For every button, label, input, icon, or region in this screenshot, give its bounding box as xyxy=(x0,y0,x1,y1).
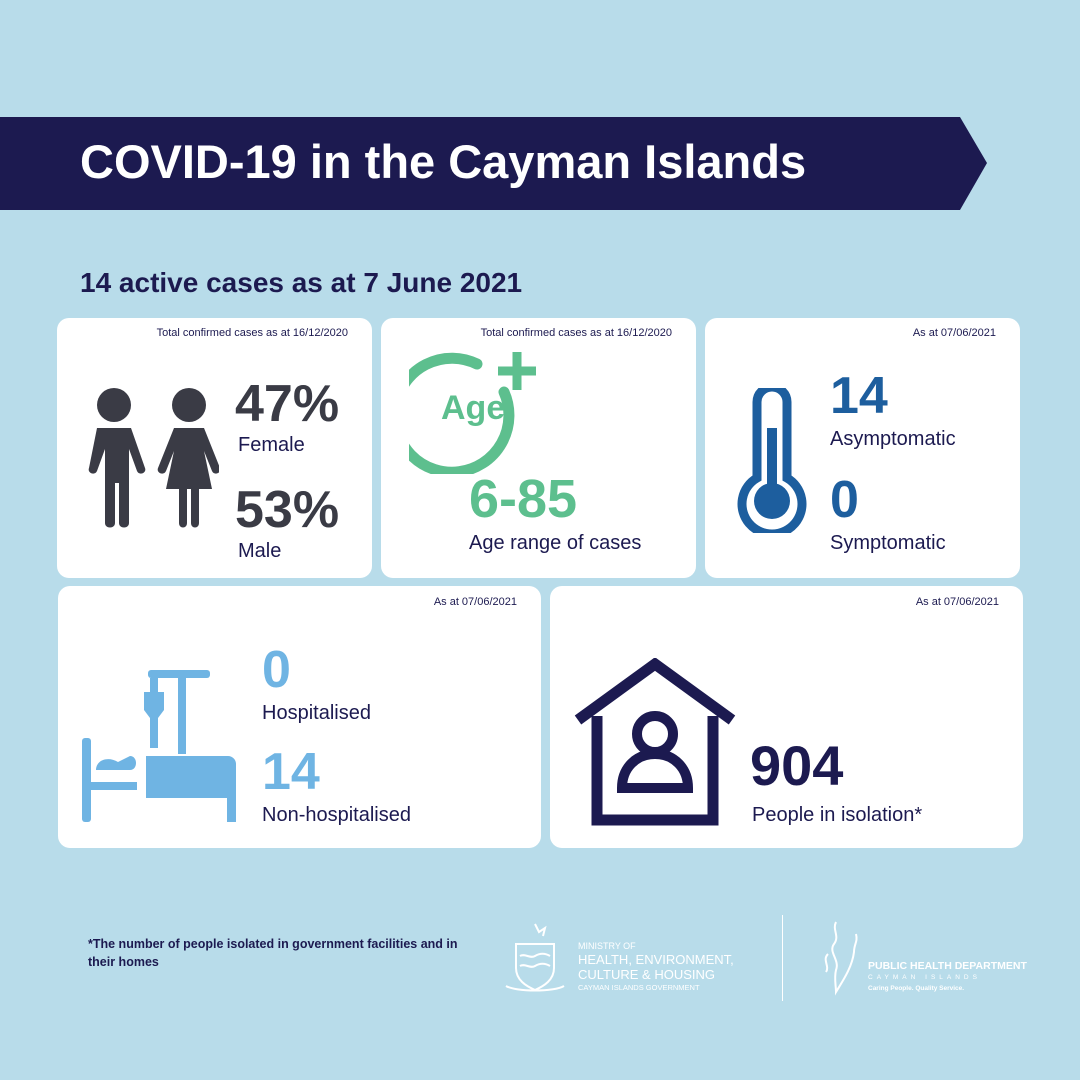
page-subtitle: 14 active cases as at 7 June 2021 xyxy=(80,267,523,298)
public-health-logo xyxy=(824,921,858,996)
isolation-label: People in isolation* xyxy=(752,804,923,826)
hospital-note: As at 07/06/2021 xyxy=(433,596,517,608)
age-card: Total confirmed cases as at 16/12/2020 A… xyxy=(381,318,696,578)
female-label: Female xyxy=(238,434,305,456)
age-plus-icon xyxy=(409,352,536,474)
male-label: Male xyxy=(238,540,282,562)
isolation-note: As at 07/06/2021 xyxy=(915,596,999,608)
non-hospitalised-label: Non-hospitalised xyxy=(262,804,411,826)
asymptomatic-label: Asymptomatic xyxy=(830,428,956,450)
gender-card: Total confirmed cases as at 16/12/2020 4… xyxy=(57,318,372,578)
isolation-card: As at 07/06/2021 904 People in isolation… xyxy=(550,586,1023,848)
female-percent: 47% xyxy=(235,375,340,433)
age-range: 6-85 xyxy=(469,469,578,529)
asymptomatic-count: 14 xyxy=(830,367,888,425)
page-title: COVID-19 in the Cayman Islands xyxy=(80,135,807,188)
phd-line-2: CAYMAN ISLANDS xyxy=(868,974,981,981)
age-icon-text: Age xyxy=(441,389,506,427)
gender-note: Total confirmed cases as at 16/12/2020 xyxy=(156,327,348,339)
ministry-line-4: CAYMAN ISLANDS GOVERNMENT xyxy=(578,983,700,992)
house-person-icon xyxy=(574,658,736,826)
symptomatic-count: 0 xyxy=(830,471,859,529)
phd-line-1: PUBLIC HEALTH DEPARTMENT xyxy=(868,960,1027,972)
male-percent: 53% xyxy=(235,481,340,539)
isolation-count: 904 xyxy=(750,734,844,797)
non-hospitalised-count: 14 xyxy=(262,743,320,801)
symptomatic-label: Symptomatic xyxy=(830,532,946,554)
logo-divider xyxy=(782,915,783,1001)
hospital-bed-icon xyxy=(82,670,236,822)
hospitalised-label: Hospitalised xyxy=(262,702,371,724)
hospital-card: As at 07/06/2021 0 Hospitalised 14 Non-h… xyxy=(58,586,541,848)
age-note: Total confirmed cases as at 16/12/2020 xyxy=(480,327,672,339)
male-female-icon xyxy=(88,388,219,528)
ministry-line-2: HEALTH, ENVIRONMENT, xyxy=(578,952,734,967)
thermometer-icon xyxy=(737,388,807,533)
symptoms-note: As at 07/06/2021 xyxy=(912,327,996,339)
title-banner xyxy=(0,117,987,210)
hospitalised-count: 0 xyxy=(262,641,291,699)
footnote: *The number of people isolated in govern… xyxy=(88,937,458,969)
ministry-line-3: CULTURE & HOUSING xyxy=(578,967,715,982)
symptoms-card: As at 07/06/2021 14 Asymptomatic 0 Sympt… xyxy=(705,318,1020,578)
phd-line-3: Caring People. Quality Service. xyxy=(868,985,965,992)
age-range-label: Age range of cases xyxy=(469,532,642,554)
coat-of-arms-logo xyxy=(505,923,565,992)
ministry-line-1: MINISTRY OF xyxy=(578,941,636,951)
